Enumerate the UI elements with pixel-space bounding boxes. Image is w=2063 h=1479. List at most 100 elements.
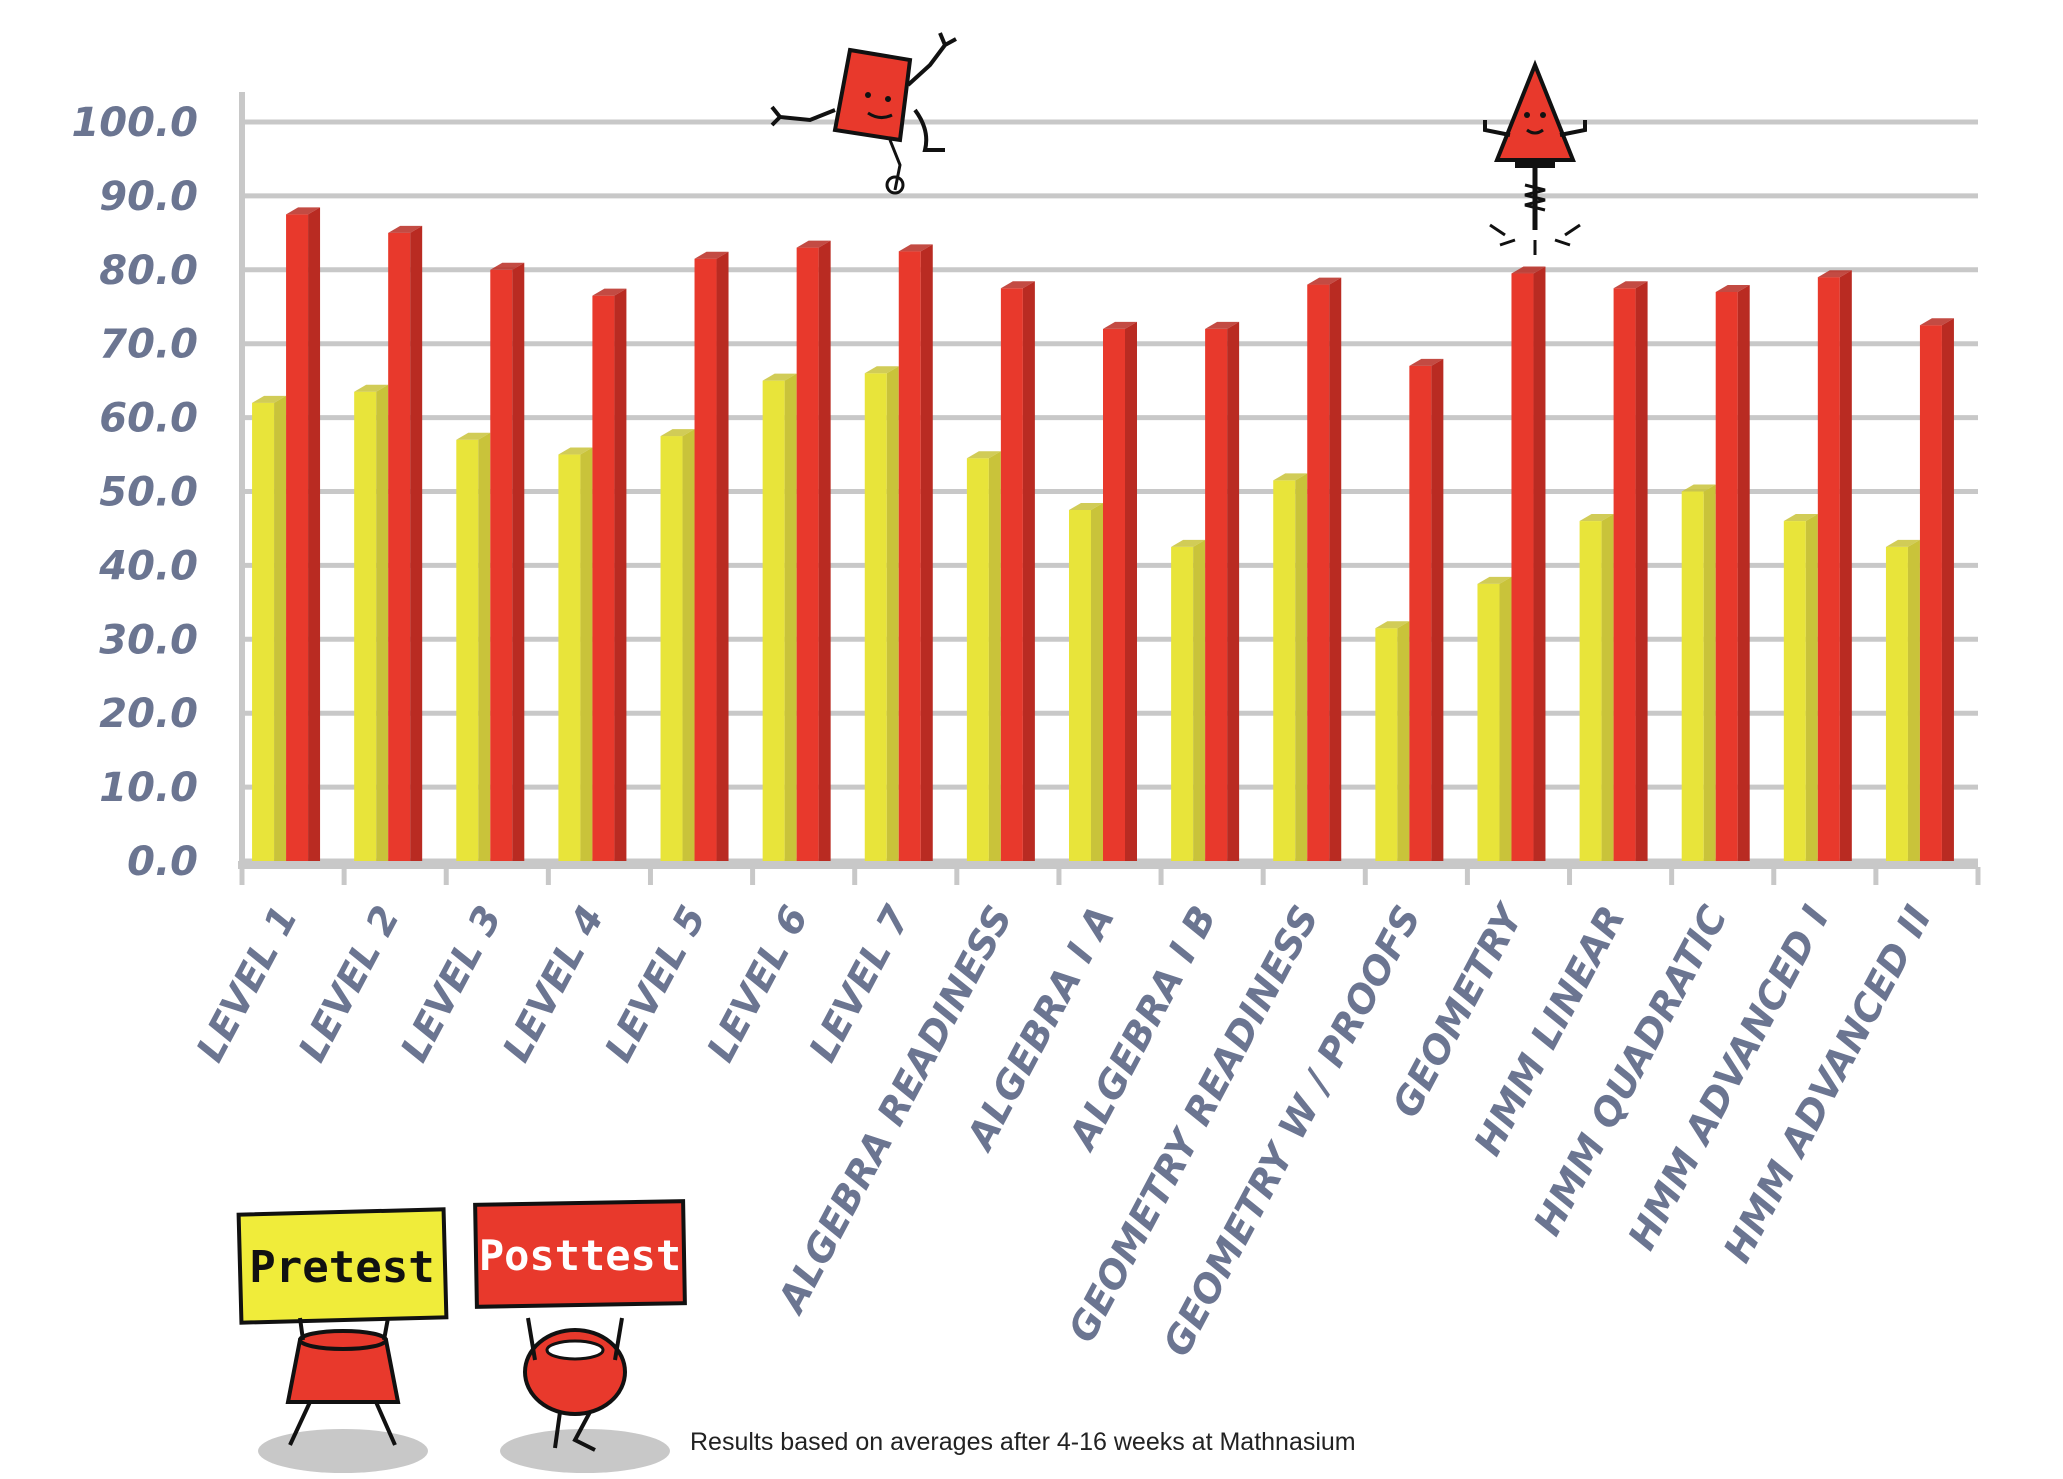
bar-top: [1307, 277, 1342, 285]
mascot-shadow: [258, 1429, 428, 1473]
x-tick-label: LEVEL 7: [800, 898, 919, 1069]
bar-side: [1737, 284, 1750, 862]
bar-front: [286, 214, 309, 861]
bar-front: [456, 439, 479, 861]
bars: [252, 207, 1954, 862]
bar-front: [864, 373, 887, 861]
bar-front: [388, 232, 411, 862]
bar-front: [558, 454, 581, 861]
bar-side: [580, 447, 593, 861]
bar-side: [614, 288, 627, 861]
bar-side: [1805, 514, 1818, 861]
bar-posttest: [1613, 281, 1648, 861]
bar-top: [1579, 514, 1614, 522]
bar-top: [1171, 539, 1206, 547]
x-tick-label: HMM QUADRATIC: [1525, 898, 1736, 1242]
bar-posttest: [388, 225, 423, 862]
bar-pretest: [1579, 514, 1614, 861]
x-tick-label: LEVEL 1: [188, 899, 306, 1069]
bar-side: [784, 373, 797, 861]
bar-top: [1511, 266, 1546, 274]
bar-top: [1069, 502, 1103, 510]
bar-side: [1193, 539, 1206, 861]
bar-side: [274, 395, 287, 861]
bar-side: [818, 240, 831, 861]
bar-posttest: [1103, 321, 1137, 861]
bar-pretest: [1375, 621, 1410, 861]
bar-posttest: [1307, 277, 1342, 862]
bar-top: [1885, 539, 1920, 547]
bar-pretest: [1273, 473, 1308, 861]
bar-front: [1000, 288, 1023, 861]
bar-top: [1919, 318, 1954, 326]
triangle-pogo-mascot-icon: [1483, 59, 1587, 255]
bar-top: [1783, 514, 1818, 522]
bar-posttest: [1715, 284, 1750, 862]
y-tick-label: 90.0: [99, 174, 198, 220]
bar-side: [1091, 502, 1103, 861]
bar-side: [308, 207, 321, 861]
bar-side: [512, 262, 525, 861]
bar-side: [682, 429, 695, 861]
footnote: Results based on averages after 4-16 wee…: [690, 1428, 1356, 1456]
bar-posttest: [898, 244, 933, 861]
bar-side: [1635, 281, 1648, 861]
bar-posttest: [1000, 281, 1035, 861]
bar-top: [1477, 576, 1512, 584]
bar-front: [694, 258, 717, 862]
bar-pretest: [864, 366, 899, 861]
bar-side: [1839, 270, 1852, 861]
bar-top: [1205, 321, 1240, 329]
bar-top: [1409, 358, 1444, 366]
legend-pretest: Pretest: [236, 1207, 449, 1473]
legend-posttest-swatch: [473, 1199, 687, 1309]
bar-front: [1273, 480, 1296, 861]
x-tick-label: LEVEL 4: [494, 899, 612, 1069]
bar-pretest: [1171, 539, 1206, 861]
bar-top: [1375, 621, 1410, 629]
bar-pretest: [1885, 539, 1920, 861]
y-tick-label: 100.0: [71, 100, 198, 146]
bar-front: [1817, 277, 1840, 861]
bar-side: [1533, 266, 1546, 861]
bar-front: [592, 295, 615, 861]
bar-top: [1000, 281, 1035, 289]
bar-front: [1715, 291, 1738, 862]
legend-pretest-swatch: [236, 1207, 449, 1325]
x-tick-label: LEVEL 5: [596, 899, 714, 1069]
bar-pretest: [354, 384, 389, 861]
bar-top: [1103, 321, 1137, 329]
bar-front: [1783, 521, 1806, 861]
bar-top: [762, 373, 797, 381]
bar-side: [1295, 473, 1308, 861]
bar-front: [898, 251, 921, 861]
kite-mascot-icon: [770, 32, 957, 195]
bar-posttest: [1511, 266, 1546, 861]
bar-side: [1601, 514, 1614, 861]
bar-side: [1703, 484, 1716, 861]
bar-posttest: [1919, 318, 1954, 862]
bar-top: [1273, 473, 1308, 481]
bar-pretest: [762, 373, 797, 861]
bar-side: [410, 225, 423, 862]
y-tick-label: 80.0: [99, 248, 198, 294]
bar-side: [716, 251, 729, 862]
bar-top: [1715, 284, 1750, 292]
bar-front: [1307, 284, 1330, 862]
bar-pretest: [558, 447, 593, 861]
bar-front: [1613, 288, 1636, 861]
bar-side: [478, 432, 491, 861]
mascot-shadow: [500, 1429, 670, 1473]
bar-top: [558, 447, 593, 455]
bar-side: [1227, 321, 1240, 861]
y-tick-label: 50.0: [99, 470, 198, 516]
legend-posttest-label: Posttest: [479, 1231, 681, 1280]
cup-mascot-icon: [285, 1317, 401, 1446]
bar-top: [252, 395, 287, 403]
bar-top: [1613, 281, 1648, 289]
y-tick-label: 40.0: [98, 543, 198, 589]
y-tick-label: 60.0: [99, 396, 198, 442]
bar-pretest: [1069, 502, 1103, 861]
